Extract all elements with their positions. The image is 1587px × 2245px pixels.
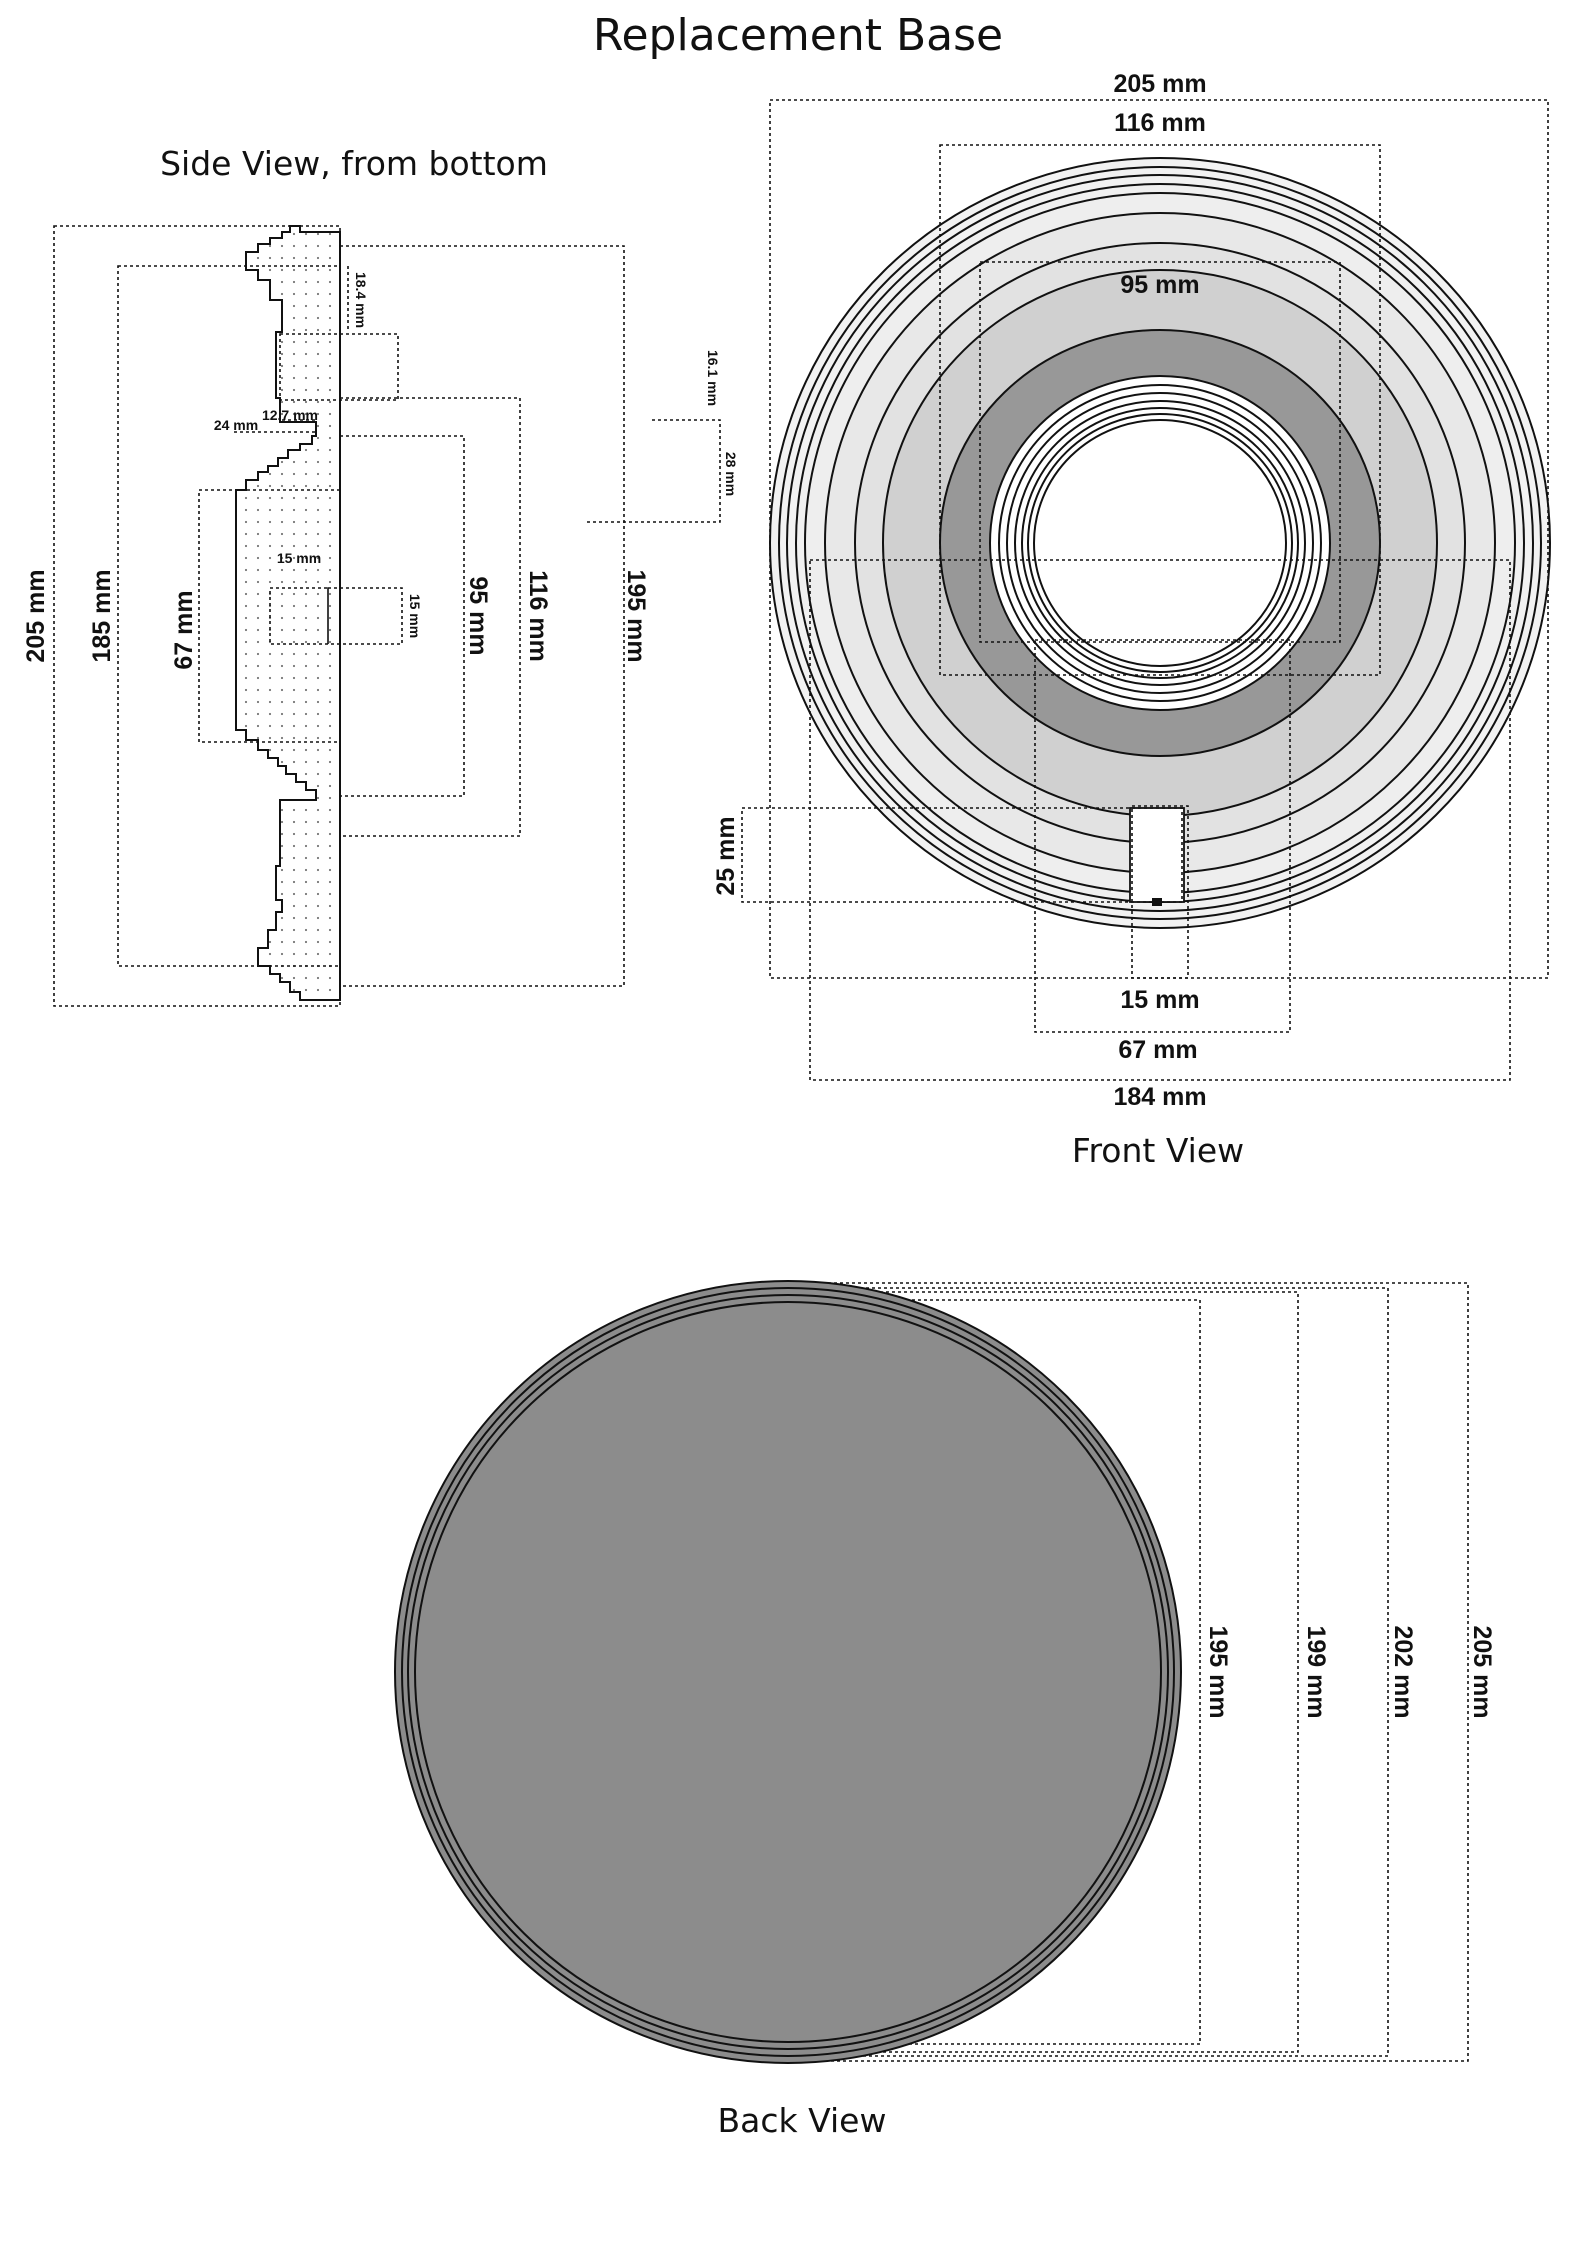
front-dim-67: 67 mm: [1118, 1036, 1197, 1064]
dim-box-195: [339, 245, 625, 987]
front-dim-15: 15 mm: [1120, 986, 1199, 1014]
side-dim-205: 205 mm: [22, 569, 50, 662]
side-dim-67: 67 mm: [170, 590, 198, 669]
back-dim-box-205: [785, 1282, 1469, 2062]
front-dim-184: 184 mm: [1113, 1083, 1206, 1111]
dim-box-116: [339, 397, 521, 837]
dim-box-205: [53, 225, 341, 1007]
side-dim-95: 95 mm: [464, 576, 492, 655]
front-hole-ring-7: [1033, 419, 1287, 667]
side-profile: [235, 225, 341, 1001]
side-dim-28: 28 mm: [723, 452, 739, 496]
side-view: Side View, from bottom 205 mm 185 mm 67 …: [22, 144, 739, 1007]
front-dim-box-95: [979, 261, 1341, 643]
dim-bracket-16-1: [586, 419, 721, 523]
front-dim-116: 116 mm: [1114, 109, 1206, 137]
front-dim-205: 205 mm: [1113, 70, 1206, 98]
side-dim-16-1: 16.1 mm: [705, 350, 721, 406]
side-dim-195: 195 mm: [622, 569, 650, 662]
dim-box-15: [269, 587, 329, 645]
side-dim-24: 24 mm: [214, 417, 258, 433]
side-dim-12-7: 12.7 mm: [262, 407, 318, 423]
back-dim-205: 205 mm: [1468, 1625, 1496, 1718]
dim-box-15-right: [327, 587, 403, 645]
front-dim-25: 25 mm: [712, 816, 740, 895]
side-dim-15-height: 15 mm: [407, 594, 423, 638]
back-view: 195 mm 199 mm 202 mm 205 mm Back View: [394, 1280, 1496, 2140]
back-disc: [414, 1301, 1162, 2043]
dim-box-95: [339, 435, 465, 797]
front-dim-box-67: [1034, 639, 1291, 1033]
front-view-caption: Front View: [1072, 1131, 1244, 1170]
front-dim-box-116: [939, 144, 1381, 676]
back-view-caption: Back View: [718, 2101, 887, 2140]
side-dim-185: 185 mm: [88, 569, 116, 662]
page-title: Replacement Base: [593, 10, 1003, 61]
back-dim-202: 202 mm: [1389, 1625, 1417, 1718]
side-dim-15-width: 15 mm: [277, 550, 321, 566]
back-dim-195: 195 mm: [1204, 1625, 1232, 1718]
side-dim-18-4: 18.4 mm: [353, 272, 369, 328]
front-dim-box-184: [809, 559, 1511, 1081]
back-dim-199: 199 mm: [1302, 1625, 1330, 1718]
front-dim-95: 95 mm: [1120, 271, 1199, 299]
dim-box-18-4: [279, 333, 399, 401]
front-view: 205 mm 116 mm 95 mm 25 mm 15 mm 67 mm 18…: [712, 70, 1551, 1170]
front-cable-notch: [1129, 807, 1185, 903]
side-view-caption: Side View, from bottom: [160, 144, 548, 183]
front-dim-box-25: [741, 807, 1183, 903]
side-dim-116: 116 mm: [524, 570, 552, 662]
